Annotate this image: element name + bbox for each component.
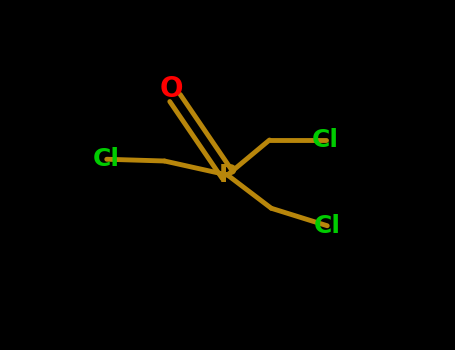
Text: Cl: Cl [93,147,120,171]
Text: Cl: Cl [312,128,339,152]
Text: Cl: Cl [314,214,341,238]
Text: O: O [160,75,183,103]
Text: P: P [218,163,237,187]
